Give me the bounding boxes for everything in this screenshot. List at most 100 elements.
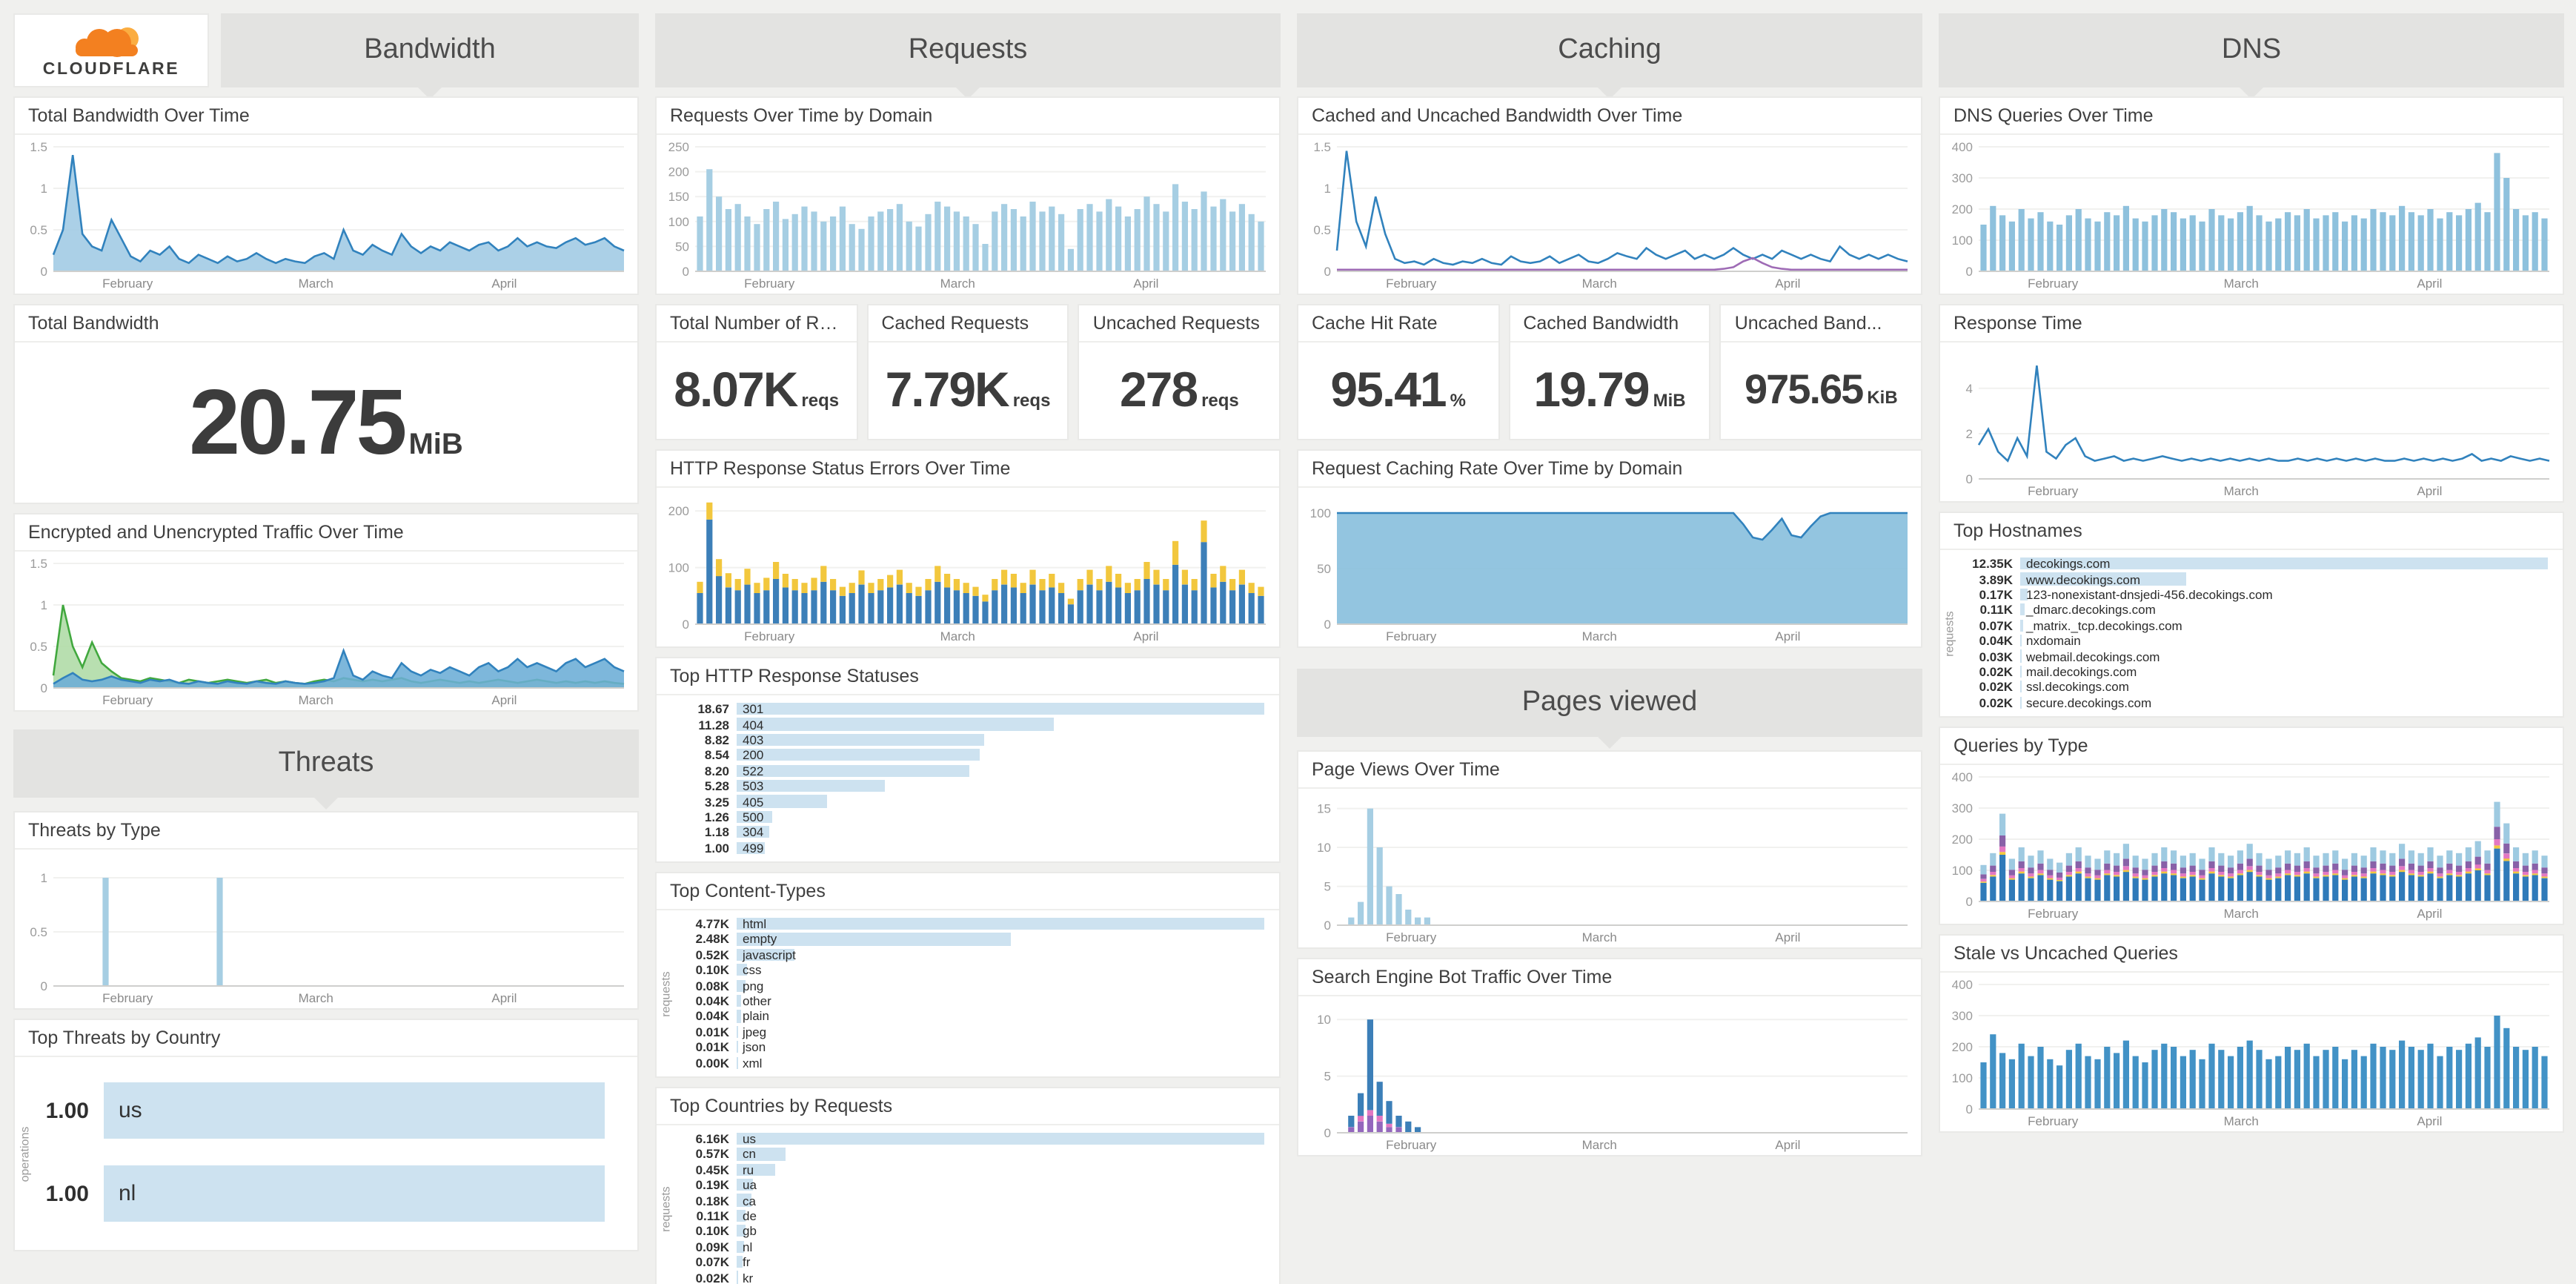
http-errors-stacked-bar-chart[interactable]: 0 100 200 February March April (660, 489, 1275, 646)
threats-by-type-bar-chart[interactable]: 0 0.5 1 February March April (18, 851, 633, 1008)
section-title-dns: DNS (2221, 34, 2282, 65)
top_statuses-row[interactable]: 1.18 304 (680, 824, 1264, 840)
hbar-fill (737, 1132, 1264, 1145)
hbar-fill (2020, 588, 2028, 601)
svg-text:1.5: 1.5 (1313, 140, 1331, 154)
top_content_types-row[interactable]: 4.77K html (680, 916, 1264, 932)
hbar-value: 1.18 (704, 824, 729, 840)
hbar-track: nxdomain (2020, 633, 2548, 648)
top_countries-row[interactable]: 0.19K ua (680, 1177, 1264, 1193)
hbar-track: json (737, 1039, 1264, 1054)
top_hostnames-row[interactable]: 0.04K nxdomain (1964, 633, 2548, 649)
panel-title: Page Views Over Time (1298, 752, 1921, 789)
stat-value: 20.75 MiB (189, 370, 463, 475)
panel-title: Cached and Uncached Bandwidth Over Time (1298, 98, 1921, 135)
response-time-line-chart[interactable]: 0 2 4 February March April (1943, 344, 2558, 501)
requests-bar-chart[interactable]: 0 50 100 150 200 250 February March April (660, 136, 1275, 294)
panel-cached-bandwidth-stat: Cached Bandwidth 19.79 MiB (1508, 304, 1711, 440)
top_content_types-row[interactable]: 0.04K other (680, 993, 1264, 1009)
top_countries-row[interactable]: 0.11K de (680, 1208, 1264, 1224)
caching-rate-area-chart[interactable]: 0 50 100 February March April (1301, 489, 1916, 646)
top_hostnames-row[interactable]: 0.03K webmail.decokings.com (1964, 649, 2548, 664)
top_hostnames-row[interactable]: 0.07K _matrix._tcp.decokings.com (1964, 618, 2548, 633)
panel-response-time: Response Time 0 2 4 February March April (1939, 304, 2564, 503)
top_statuses-row[interactable]: 8.20 522 (680, 763, 1264, 778)
caching-stats-row: Cache Hit Rate 95.41 % Cached Bandwidth … (1297, 304, 1923, 440)
top_statuses-row[interactable]: 1.26 500 (680, 809, 1264, 824)
top_hostnames-row[interactable]: 3.89K www.decokings.com (1964, 572, 2548, 587)
top_countries-row[interactable]: 6.16K us (680, 1131, 1264, 1147)
svg-text:200: 200 (668, 165, 689, 179)
hbar-fill (2020, 572, 2187, 586)
top_hostnames-row[interactable]: 0.02K secure.decokings.com (1964, 695, 2548, 710)
stale-uncached-bar-chart[interactable]: 0 100 200 300 400 February March April (1943, 974, 2558, 1131)
top_countries-row[interactable]: 0.57K cn (680, 1146, 1264, 1162)
top_countries-row[interactable]: 0.10K gb (680, 1223, 1264, 1239)
svg-text:April: April (2417, 277, 2442, 291)
top-statuses-bars[interactable]: 18.67 301 11.28 404 8.82 403 8.54 200 8.20 522 5.2… (657, 695, 1279, 861)
dns-column: DNS DNS Queries Over Time 0 100 200 300 400 F… (1939, 13, 2564, 1142)
top_statuses-row[interactable]: 18.67 301 (680, 701, 1264, 717)
top_countries-row[interactable]: 0.18K ca (680, 1193, 1264, 1208)
top_hostnames-row[interactable]: 0.02K mail.decokings.com (1964, 663, 2548, 679)
top_hostnames-row[interactable]: 0.02K ssl.decokings.com (1964, 679, 2548, 695)
stat-unit: reqs (1012, 390, 1051, 411)
queries-by-type-stacked-bar-chart[interactable]: 0 100 200 300 400 February March April (1943, 767, 2558, 924)
total-bandwidth-area-chart[interactable]: 0 0.5 1 1.5 February March April (18, 136, 633, 294)
top_hostnames-row[interactable]: 12.35K decokings.com (1964, 556, 2548, 572)
top_statuses-row[interactable]: 5.28 503 (680, 778, 1264, 794)
top_countries-row[interactable]: 0.02K kr (680, 1270, 1264, 1284)
cached-uncached-line-chart[interactable]: 0 0.5 1 1.5 February March April (1301, 136, 1916, 294)
bot-traffic-stacked-bar-chart[interactable]: 0 5 10 February March April (1301, 998, 1916, 1155)
top_statuses-row[interactable]: 8.82 403 (680, 732, 1264, 748)
hbar-track: cn (737, 1147, 1264, 1162)
y-axis-unit-label: operations (18, 1126, 32, 1182)
top_content_types-row[interactable]: 0.01K jpeg (680, 1024, 1264, 1039)
svg-text:0: 0 (1324, 618, 1331, 632)
cloudflare-logo[interactable]: CLOUDFLARE (13, 13, 209, 87)
hbar-track: 405 (737, 794, 1264, 809)
top-threats-bars[interactable]: 1.00 us 1.00 nl (15, 1057, 637, 1250)
top_content_types-row[interactable]: 2.48K empty (680, 932, 1264, 947)
hbar-fill (2020, 649, 2022, 663)
panel-top-threats-by-country: Top Threats by Country operations 1.00 us… (13, 1019, 639, 1251)
encrypted-traffic-area-chart[interactable]: 0 0.5 1 1.5 February March April (18, 553, 633, 710)
top_countries-row[interactable]: 0.09K nl (680, 1239, 1264, 1254)
top_content_types-row[interactable]: 0.00K xml (680, 1055, 1264, 1070)
svg-text:February: February (2028, 907, 2079, 921)
hbar-label: 522 (743, 763, 764, 778)
hbar-track: 304 (737, 825, 1264, 840)
top_countries-row[interactable]: 0.45K ru (680, 1162, 1264, 1177)
hbar-label: fr (743, 1254, 751, 1270)
chart-canvas: 0 100 200 300 400 February March April (1952, 978, 2549, 1128)
hbar-fill (737, 718, 1054, 731)
dns-queries-bar-chart[interactable]: 0 100 200 300 400 February March April (1943, 136, 2558, 294)
svg-text:0: 0 (41, 265, 47, 279)
top-content-types-bars[interactable]: 4.77K html 2.48K empty 0.52K javascript 0.10K c… (657, 910, 1279, 1076)
hbar-track: 522 (737, 764, 1264, 778)
chart-canvas: 0 0.5 1 February March April (30, 871, 624, 1005)
svg-text:100: 100 (1952, 864, 1973, 878)
top_threats_by_country-row[interactable]: 1.00 nl (42, 1155, 620, 1232)
top-countries-bars[interactable]: 6.16K us 0.57K cn 0.45K ru 0.19K ua 0.18K ca 0.11K… (657, 1125, 1279, 1284)
page-views-bar-chart[interactable]: 0 5 10 15 February March April (1301, 790, 1916, 947)
top_content_types-row[interactable]: 0.10K css (680, 962, 1264, 978)
svg-text:0: 0 (1324, 919, 1331, 933)
top_content_types-row[interactable]: 0.08K png (680, 978, 1264, 993)
top_hostnames-row[interactable]: 0.11K _dmarc.decokings.com (1964, 602, 2548, 618)
top_statuses-row[interactable]: 8.54 200 (680, 747, 1264, 763)
top_statuses-row[interactable]: 1.00 499 (680, 840, 1264, 856)
top_hostnames-row[interactable]: 0.17K 123-nonexistant-dnsjedi-456.decokin… (1964, 587, 2548, 603)
panel-title: HTTP Response Status Errors Over Time (657, 451, 1279, 488)
top_threats_by_country-row[interactable]: 1.00 us (42, 1072, 620, 1149)
top_countries-row[interactable]: 0.07K fr (680, 1254, 1264, 1270)
top-hostnames-bars[interactable]: 12.35K decokings.com 3.89K www.decokings.co… (1940, 550, 2563, 716)
svg-text:February: February (744, 277, 795, 291)
top_statuses-row[interactable]: 11.28 404 (680, 717, 1264, 732)
hbar-label: plain (743, 1008, 769, 1024)
svg-text:200: 200 (1952, 202, 1973, 216)
top_content_types-row[interactable]: 0.04K plain (680, 1009, 1264, 1025)
top_content_types-row[interactable]: 0.52K javascript (680, 947, 1264, 962)
top_content_types-row[interactable]: 0.01K json (680, 1039, 1264, 1055)
top_statuses-row[interactable]: 3.25 405 (680, 794, 1264, 810)
